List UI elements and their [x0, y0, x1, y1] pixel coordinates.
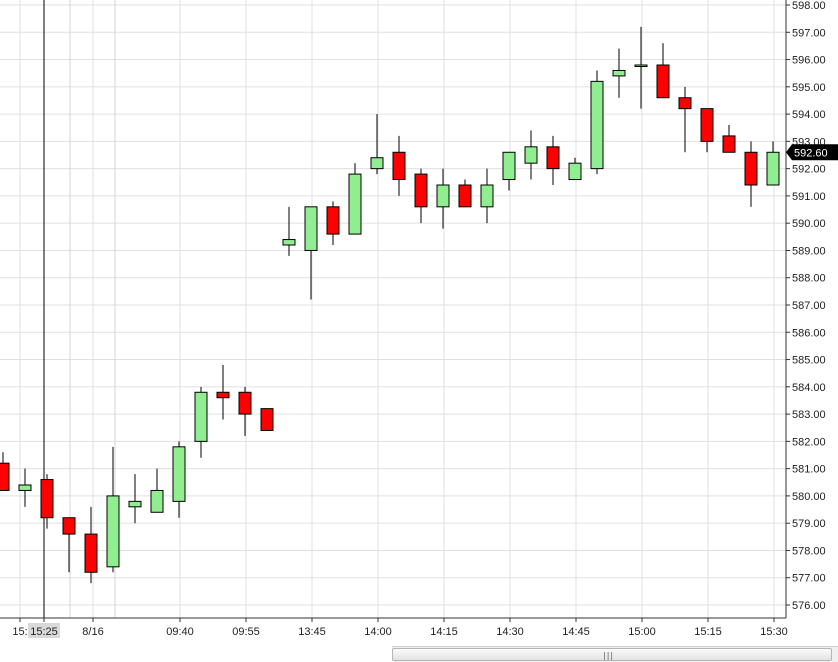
candle-body[interactable] — [392, 151, 406, 181]
y-tick-label: 583.00 — [792, 409, 826, 421]
y-tick-label: 582.00 — [792, 436, 826, 448]
chart-canvas[interactable]: 576.00 577.00 578.00 579.00 580.00 581.00 582.… — [0, 0, 838, 646]
candle-body[interactable] — [700, 108, 714, 142]
y-tick-label: 581.00 — [792, 464, 826, 476]
y-tick-label: 579.00 — [792, 518, 826, 530]
candle-body[interactable] — [678, 97, 692, 110]
x-tick-label: 09:55 — [232, 626, 260, 638]
x-tick-label: 14:30 — [496, 626, 524, 638]
x-tick-label: 8/16 — [82, 626, 103, 638]
candle-body[interactable] — [436, 184, 450, 208]
candle-body[interactable] — [722, 135, 736, 153]
candle-body[interactable] — [84, 533, 98, 573]
x-tick-label: 14:45 — [562, 626, 590, 638]
y-tick-label: 576.00 — [792, 600, 826, 612]
scrollbar-thumb[interactable]: ||| — [392, 648, 832, 661]
x-tick-label: 14:15 — [430, 626, 458, 638]
y-tick-label: 596.00 — [792, 55, 826, 67]
candle-body[interactable] — [326, 206, 340, 235]
candle-body[interactable] — [282, 239, 296, 246]
grip-icon: ||| — [603, 651, 615, 660]
candle-body[interactable] — [40, 479, 54, 519]
y-tick-label: 584.00 — [792, 382, 826, 394]
candle-body[interactable] — [18, 484, 32, 491]
candle-body[interactable] — [766, 151, 780, 186]
candle-body[interactable] — [348, 173, 362, 235]
candle-body[interactable] — [62, 517, 76, 535]
y-tick-label: 591.00 — [792, 191, 826, 203]
x-tick-label: 14:00 — [364, 626, 392, 638]
candle-body[interactable] — [502, 151, 516, 181]
candle-body[interactable] — [260, 408, 274, 431]
candle-body[interactable] — [194, 391, 208, 442]
candle-body[interactable] — [150, 489, 164, 513]
candle-body[interactable] — [568, 162, 582, 181]
x-tick-label: 15:15 — [694, 626, 722, 638]
x-tick-label: 13:45 — [298, 626, 326, 638]
candle-body[interactable] — [414, 173, 428, 208]
y-tick-label: 592.00 — [792, 164, 826, 176]
candle-body[interactable] — [634, 64, 648, 67]
candle-body[interactable] — [656, 64, 670, 99]
candle-body[interactable] — [216, 391, 230, 399]
candle-body[interactable] — [370, 157, 384, 170]
horizontal-scrollbar[interactable]: ||| — [392, 646, 838, 662]
candle-body[interactable] — [744, 151, 758, 186]
y-tick-label: 587.00 — [792, 300, 826, 312]
y-tick-label: 595.00 — [792, 82, 826, 94]
y-tick-label: 590.00 — [792, 218, 826, 230]
x-tick-label: 15:30 — [760, 626, 788, 638]
candle-body[interactable] — [480, 184, 494, 208]
y-tick-label: 597.00 — [792, 27, 826, 39]
y-tick-label: 594.00 — [792, 109, 826, 121]
candle-body[interactable] — [612, 69, 626, 77]
candle-body[interactable] — [128, 500, 142, 508]
y-tick-label: 577.00 — [792, 573, 826, 585]
x-tick-label: 15:00 — [628, 626, 656, 638]
x-tick-label: 15: — [12, 626, 27, 638]
last-price-label: 592.60 — [794, 147, 828, 159]
y-tick-label: 586.00 — [792, 327, 826, 339]
candle-body[interactable] — [0, 462, 10, 491]
candle-body[interactable] — [458, 184, 472, 208]
y-tick-label: 589.00 — [792, 245, 826, 257]
x-tick-label: 09:40 — [166, 626, 194, 638]
last-price-marker — [786, 144, 838, 161]
candle-body[interactable] — [590, 80, 604, 170]
candle-body[interactable] — [524, 146, 538, 164]
candle-body[interactable] — [238, 391, 252, 415]
y-tick-label: 585.00 — [792, 355, 826, 367]
crosshair-time-box — [28, 623, 60, 638]
candle-body[interactable] — [172, 446, 186, 502]
candle-body[interactable] — [546, 146, 560, 170]
candle-body[interactable] — [106, 495, 120, 568]
y-tick-label: 580.00 — [792, 491, 826, 503]
x-tick-label: 15:25 — [30, 626, 58, 638]
y-tick-label: 578.00 — [792, 545, 826, 557]
y-tick-label: 598.00 — [792, 0, 826, 12]
candle-body[interactable] — [304, 206, 318, 251]
y-tick-label: 588.00 — [792, 273, 826, 285]
